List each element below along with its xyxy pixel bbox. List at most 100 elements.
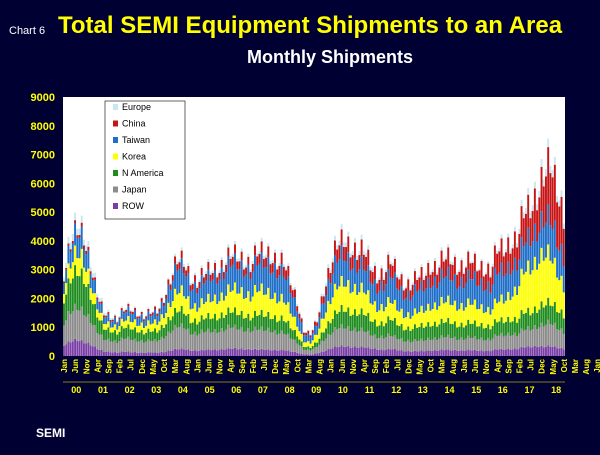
- bar-segment-korea: [165, 312, 168, 325]
- bar-segment-europe: [378, 276, 381, 280]
- bar-segment-row: [527, 346, 530, 356]
- bar-segment-europe: [467, 249, 470, 252]
- bar-segment-row: [451, 350, 454, 356]
- bar-segment-china: [413, 271, 416, 285]
- x-month-tick: Feb: [516, 359, 525, 373]
- bar-segment-china: [462, 273, 465, 289]
- bar-segment-n-america: [385, 323, 387, 338]
- bar-segment-taiwan: [471, 279, 474, 305]
- bar-segment-korea: [340, 275, 343, 305]
- bar-segment-taiwan: [369, 282, 372, 304]
- bar-segment-row: [400, 350, 403, 356]
- bar-segment-taiwan: [158, 311, 161, 322]
- bar-segment-taiwan: [333, 254, 336, 284]
- bar-segment-taiwan: [176, 270, 179, 295]
- bar-segment-row: [507, 348, 510, 356]
- bar-segment-china: [387, 254, 390, 270]
- bar-segment-china: [296, 306, 299, 312]
- bar-segment-taiwan: [211, 279, 214, 302]
- bar-segment-europe: [162, 301, 165, 303]
- bar-segment-n-america: [427, 322, 430, 338]
- bar-segment-korea: [485, 312, 487, 328]
- bar-segment-taiwan: [402, 299, 405, 319]
- bar-segment-china: [80, 222, 83, 227]
- x-month-tick: Jul: [393, 359, 402, 371]
- bar-segment-row: [436, 350, 439, 356]
- bar-segment-japan: [556, 329, 559, 349]
- bar-segment-korea: [156, 324, 159, 333]
- bar-segment-taiwan: [260, 252, 263, 284]
- bar-segment-taiwan: [216, 283, 219, 305]
- bar-segment-taiwan: [302, 335, 305, 343]
- bar-segment-n-america: [87, 283, 90, 315]
- bar-segment-japan: [87, 314, 90, 343]
- bar-segment-korea: [491, 309, 494, 326]
- bar-segment-korea: [549, 260, 552, 306]
- bar-segment-china: [180, 250, 183, 259]
- bar-segment-korea: [349, 293, 352, 316]
- bar-segment-china: [182, 266, 185, 274]
- bar-segment-korea: [445, 302, 447, 323]
- bar-segment-korea: [345, 286, 348, 312]
- bar-segment-korea: [67, 263, 70, 279]
- bar-segment-korea: [147, 320, 150, 329]
- bar-segment-row: [127, 351, 130, 356]
- legend-swatch: [113, 120, 118, 127]
- bar-segment-korea: [311, 340, 314, 346]
- bar-segment-n-america: [118, 331, 121, 342]
- bar-segment-row: [249, 349, 252, 356]
- bar-segment-row: [525, 347, 527, 356]
- bar-segment-korea: [231, 290, 234, 313]
- bar-segment-china: [198, 281, 201, 289]
- bar-segment-korea: [129, 321, 132, 330]
- bar-segment-row: [218, 350, 221, 356]
- bar-segment-n-america: [216, 320, 219, 334]
- bar-segment-row: [502, 349, 505, 356]
- x-month-tick: Mar: [438, 359, 447, 373]
- bar-segment-row: [80, 340, 83, 356]
- bar-segment-europe: [298, 311, 301, 314]
- bar-segment-korea: [300, 334, 303, 342]
- bar-segment-row: [322, 351, 325, 356]
- bar-segment-japan: [158, 340, 161, 353]
- bar-segment-taiwan: [311, 333, 314, 341]
- bar-segment-china: [196, 287, 199, 294]
- bar-segment-japan: [145, 341, 148, 353]
- bar-segment-taiwan: [511, 270, 514, 297]
- x-month-tick: Jul: [260, 359, 269, 371]
- bar-segment-europe: [478, 268, 481, 271]
- bar-segment-row: [433, 350, 436, 356]
- bar-segment-korea: [540, 247, 543, 302]
- bar-segment-n-america: [349, 315, 352, 332]
- bar-segment-china: [158, 308, 161, 312]
- bar-segment-row: [125, 351, 128, 356]
- bar-segment-taiwan: [296, 311, 299, 327]
- bar-segment-china: [556, 202, 559, 248]
- bar-segment-taiwan: [85, 254, 88, 272]
- bar-segment-china: [227, 247, 230, 257]
- bar-segment-taiwan: [149, 316, 152, 325]
- bar-segment-china: [411, 284, 414, 296]
- bar-segment-europe: [85, 245, 88, 251]
- bar-segment-n-america: [229, 312, 232, 328]
- bar-segment-n-america: [122, 328, 125, 339]
- bar-segment-n-america: [353, 309, 356, 328]
- bar-segment-n-america: [178, 311, 181, 327]
- bar-segment-japan: [480, 337, 483, 351]
- bar-segment-china: [162, 302, 165, 307]
- bar-segment-row: [529, 347, 532, 356]
- bar-segment-row: [471, 350, 474, 356]
- bar-segment-japan: [102, 339, 105, 352]
- bar-segment-row: [71, 341, 74, 356]
- bar-segment-n-america: [389, 320, 392, 337]
- bar-segment-japan: [393, 334, 396, 349]
- bar-segment-row: [236, 349, 239, 356]
- bar-segment-china: [547, 147, 550, 204]
- bar-segment-china: [471, 262, 474, 280]
- bar-segment-row: [389, 349, 392, 356]
- bar-segment-japan: [187, 328, 190, 350]
- bar-segment-china: [542, 186, 545, 228]
- bar-segment-japan: [305, 349, 308, 355]
- bar-segment-japan: [327, 333, 330, 349]
- bar-segment-n-america: [365, 315, 368, 333]
